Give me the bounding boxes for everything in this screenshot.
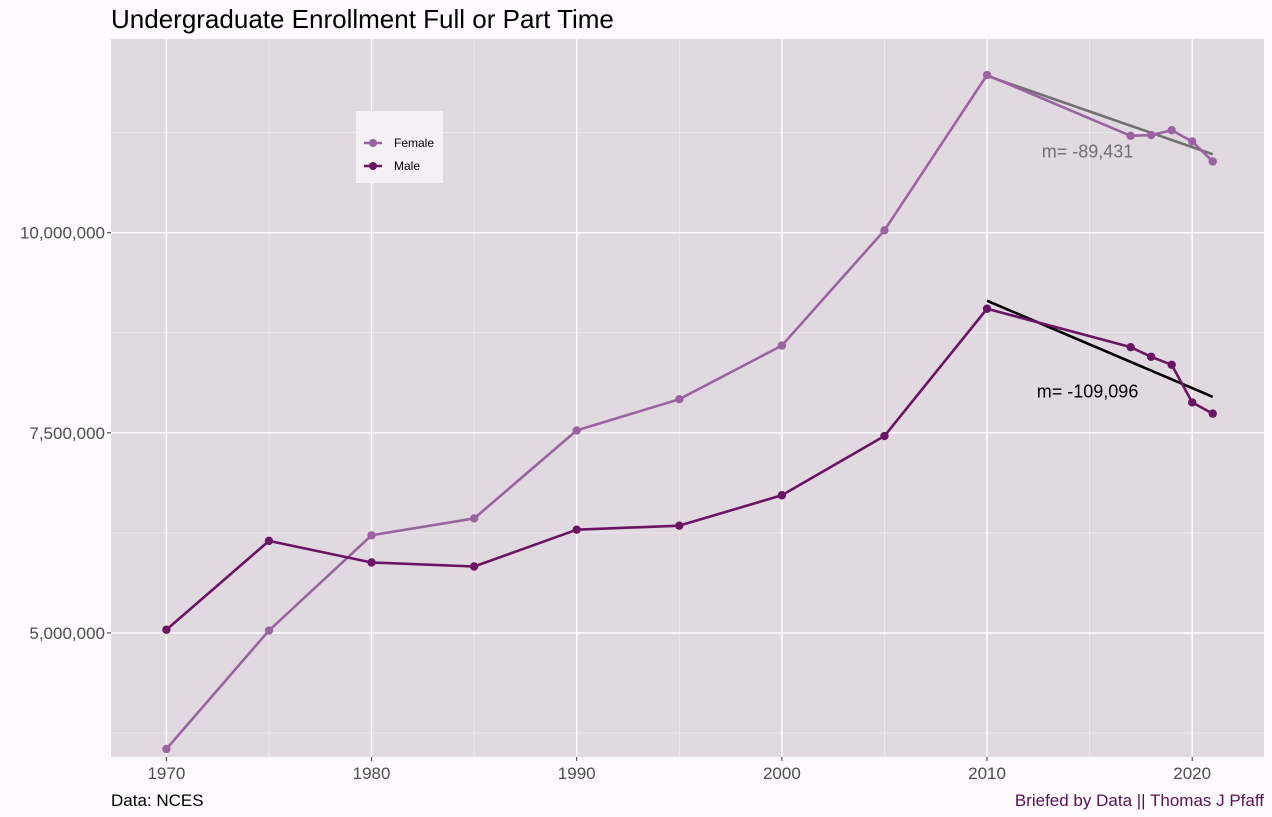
x-tick-label: 2000 [763, 764, 801, 783]
data-point-male [982, 304, 992, 313]
data-point-male [880, 431, 889, 441]
legend-label-male: Male [394, 159, 420, 173]
x-tick-label: 2010 [968, 764, 1006, 783]
data-point-female [675, 395, 684, 404]
data-point-female [1146, 130, 1156, 140]
caption-source: Data: NCES [111, 791, 204, 810]
legend-marker-male [369, 162, 377, 170]
slope-label-male: m= -109,096 [1037, 382, 1139, 402]
data-point-female [880, 226, 889, 235]
data-point-male [367, 558, 376, 567]
data-point-male [469, 562, 479, 571]
data-point-male [162, 625, 171, 634]
data-point-male [1187, 398, 1197, 407]
data-point-female [367, 531, 376, 540]
data-point-female [469, 514, 479, 523]
y-tick-label: 5,000,000 [29, 624, 105, 643]
caption-credit: Briefed by Data || Thomas J Pfaff [1015, 791, 1264, 810]
x-tick-label: 1970 [147, 764, 185, 783]
data-point-female [1167, 126, 1176, 135]
data-point-female [1208, 157, 1217, 166]
x-tick-label: 1990 [558, 764, 596, 783]
data-point-female [264, 626, 274, 635]
data-point-female [777, 341, 787, 350]
x-tick-label: 2020 [1173, 764, 1211, 783]
trend-line-male [986, 299, 1214, 398]
data-point-male [777, 491, 787, 500]
plot-panel [111, 39, 1264, 757]
data-point-female [982, 70, 992, 80]
data-point-male [264, 536, 274, 546]
legend-marker-female [369, 139, 377, 147]
slope-label-female: m= -89,431 [1042, 141, 1134, 161]
y-tick-label: 10,000,000 [20, 224, 105, 243]
trend-line-female [986, 74, 1214, 156]
chart-title: Undergraduate Enrollment Full or Part Ti… [111, 4, 614, 34]
data-point-male [675, 521, 684, 530]
data-point-female [1187, 137, 1197, 146]
data-point-male [572, 525, 581, 534]
series-layer [162, 70, 1217, 754]
trend-lines [986, 74, 1214, 398]
data-point-female [572, 426, 581, 435]
data-point-female [1126, 131, 1135, 141]
data-point-male [1146, 352, 1156, 361]
annotations: m= -89,431 m= -109,096 [1037, 141, 1139, 401]
x-tick-label: 1980 [353, 764, 391, 783]
y-tick-label: 7,500,000 [29, 424, 105, 443]
legend: Female Male [356, 111, 443, 183]
data-point-male [1126, 342, 1135, 352]
axes: 1970 1980 1990 2000 2010 2020 5,000,000 7,500,0… [20, 224, 1211, 783]
legend-box [356, 111, 443, 183]
data-point-male [1208, 409, 1217, 418]
data-point-male [1167, 360, 1176, 369]
data-point-female [162, 744, 171, 754]
legend-label-female: Female [394, 136, 434, 150]
